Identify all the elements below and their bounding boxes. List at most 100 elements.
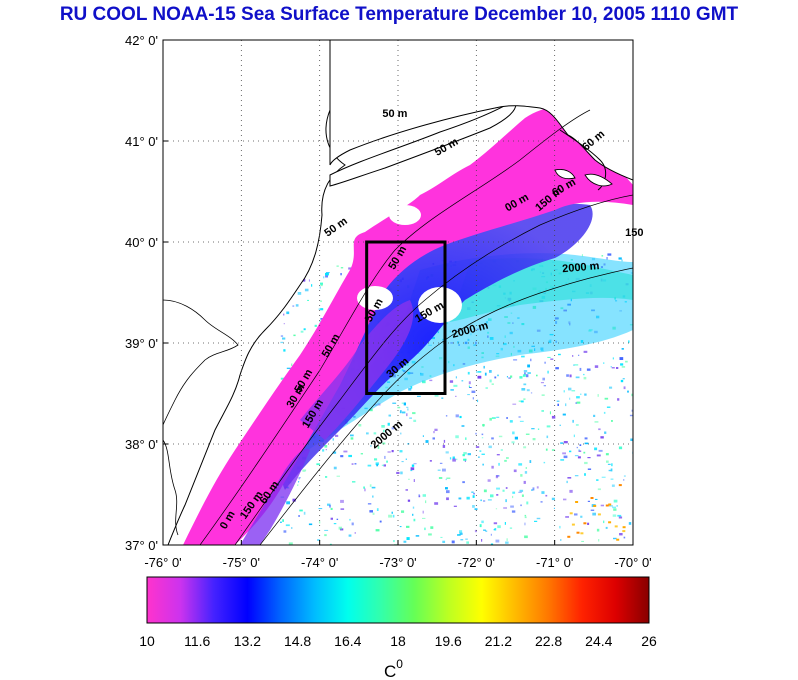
sst-speckle-warm (569, 512, 573, 515)
sst-speckle (476, 371, 478, 373)
sst-speckle (520, 400, 524, 403)
sst-speckle (510, 375, 513, 378)
sst-speckle (569, 450, 572, 453)
sst-speckle (445, 487, 448, 490)
sst-speckle (523, 398, 526, 400)
sst-speckle (445, 451, 449, 454)
sst-speckle (571, 390, 576, 392)
sst-speckle (617, 514, 622, 517)
sst-speckle (606, 257, 608, 260)
sst-speckle (505, 541, 509, 544)
sst-speckle (482, 424, 485, 427)
sst-speckle (455, 376, 457, 379)
isobath-50 (199, 109, 591, 545)
sst-speckle (434, 502, 439, 505)
sst-blue-shelf (281, 203, 593, 491)
sst-speckle (625, 360, 628, 363)
sst-speckle (458, 497, 462, 500)
sst-speckle (583, 376, 587, 380)
sst-speckle (523, 383, 527, 386)
sst-speckle (541, 491, 545, 494)
sst-speckle-warm (608, 521, 612, 524)
sst-speckle (530, 358, 532, 362)
sst-speckle (513, 359, 518, 361)
sst-speckle (422, 494, 426, 497)
sst-speckle (506, 457, 509, 459)
sst-speckle (453, 384, 458, 387)
sst-speckle (580, 393, 582, 395)
sst-speckle (354, 532, 356, 534)
sst-speckle (616, 367, 619, 369)
sst-speckle (475, 446, 480, 448)
sst-speckle (358, 424, 362, 427)
sst-speckle (565, 516, 569, 518)
sst-speckle (336, 518, 339, 520)
sst-speckle (584, 393, 587, 396)
sst-speckle (388, 414, 391, 417)
sst-speckle (490, 533, 492, 536)
sst-speckle (437, 469, 441, 471)
colorbar (146, 576, 650, 624)
sst-speckle (523, 446, 527, 449)
sst-speckle (459, 415, 462, 419)
sst-speckle (536, 517, 541, 520)
colorbar-tick-label: 14.8 (284, 633, 311, 649)
sst-speckle (489, 417, 492, 421)
sst-speckle (569, 489, 573, 493)
sst-speckle (512, 495, 514, 499)
sst-speckle (506, 376, 508, 378)
sst-speckle (630, 438, 633, 441)
sst-speckle (471, 491, 474, 493)
sst-speckle (555, 367, 559, 370)
sst-speckle (557, 403, 559, 406)
sst-speckle (422, 435, 424, 437)
sst-speckle-warm (614, 525, 618, 528)
sst-speckle (525, 433, 530, 435)
sst-speckle (369, 484, 372, 487)
sst-speckle (379, 520, 382, 523)
sst-speckle (291, 363, 293, 366)
sst-speckle (546, 425, 551, 428)
sst-speckle (518, 400, 521, 402)
sst-speckle (433, 431, 435, 434)
sst-speckle (422, 517, 426, 519)
sst-speckle-warm (618, 484, 622, 487)
sst-speckle (500, 449, 503, 451)
sst-speckle (463, 458, 467, 461)
sst-speckle (399, 410, 402, 414)
sst-speckle (363, 486, 365, 489)
sst-speckle (579, 367, 582, 371)
isobath-2000 (259, 267, 633, 545)
sst-speckle (505, 499, 507, 503)
sst-speckle (505, 487, 508, 489)
sst-speckle (323, 276, 325, 279)
latitude-label: 41° 0' (125, 134, 158, 149)
sst-speckle-warm (576, 531, 580, 534)
sst-speckle (413, 518, 416, 522)
isobath-label: 2000 m (562, 260, 600, 275)
sst-speckle (580, 515, 583, 518)
sst-speckle (598, 428, 601, 431)
sst-speckle (391, 511, 393, 514)
sst-speckle (367, 503, 372, 505)
sst-speckle (495, 475, 499, 479)
sst-speckle (439, 462, 443, 464)
longitude-label: -72° 0' (458, 555, 495, 570)
sst-speckle (349, 518, 351, 521)
sst-speckle (466, 541, 469, 544)
sst-speckle (443, 439, 446, 443)
sst-speckle (526, 374, 529, 378)
sst-speckle (503, 507, 507, 509)
sst-speckle (598, 539, 600, 542)
sst-speckle (623, 536, 626, 539)
sst-speckle (506, 417, 508, 419)
sst-speckle (603, 520, 605, 524)
sst-speckle (401, 510, 405, 513)
sst-speckle (491, 383, 494, 385)
sst-speckle (325, 449, 327, 451)
sst-speckle-warm (605, 504, 609, 507)
sst-speckle (600, 504, 604, 507)
sst-speckle (300, 330, 304, 333)
sst-speckle (283, 313, 285, 316)
sst-speckle (574, 364, 579, 366)
